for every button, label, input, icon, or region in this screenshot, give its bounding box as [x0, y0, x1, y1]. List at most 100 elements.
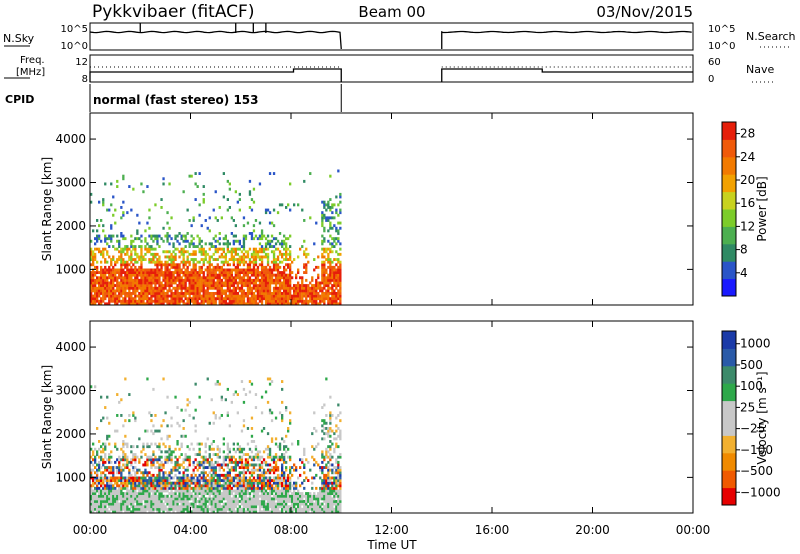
- data-cell: [339, 419, 342, 423]
- data-cell: [196, 273, 199, 277]
- data-cell: [108, 492, 111, 495]
- data-cell: [114, 489, 117, 493]
- data-cell: [110, 502, 113, 506]
- data-cell: [152, 239, 155, 243]
- data-cell: [192, 486, 195, 490]
- data-cell: [164, 260, 167, 264]
- data-cell: [166, 481, 169, 485]
- data-cell: [270, 502, 274, 506]
- data-cell: [293, 494, 296, 498]
- data-cell: [106, 260, 109, 264]
- data-cell: [130, 258, 133, 261]
- data-cell: [244, 393, 248, 396]
- data-cell: [192, 481, 195, 485]
- data-cell: [297, 500, 300, 503]
- data-cell: [132, 486, 135, 490]
- data-cell: [140, 505, 143, 509]
- data-cell: [260, 250, 264, 254]
- data-cell: [285, 505, 288, 509]
- data-cell: [250, 507, 254, 511]
- data-cell: [136, 445, 139, 449]
- data-cell: [138, 460, 141, 464]
- data-cell: [339, 486, 342, 490]
- data-cell: [333, 289, 336, 293]
- data-cell: [166, 484, 169, 488]
- data-cell: [112, 289, 115, 293]
- data-cell: [234, 510, 237, 514]
- data-cell: [148, 481, 151, 485]
- data-cell: [100, 273, 103, 277]
- data-cell: [164, 234, 167, 238]
- data-cell: [202, 263, 205, 267]
- data-cell: [260, 473, 264, 477]
- data-cell: [335, 278, 338, 282]
- data-cell: [323, 276, 326, 280]
- data-cell: [242, 473, 246, 477]
- data-cell: [214, 497, 217, 501]
- data-cell: [106, 458, 109, 462]
- data-cell: [92, 468, 95, 472]
- data-cell: [323, 226, 326, 230]
- data-cell: [184, 481, 187, 485]
- data-cell: [146, 492, 149, 495]
- data-cell: [180, 284, 183, 287]
- data-cell: [162, 297, 165, 301]
- data-cell: [250, 260, 254, 264]
- data-cell: [228, 500, 231, 503]
- data-cell: [222, 273, 225, 277]
- data-cell: [202, 492, 205, 495]
- data-cell: [212, 468, 215, 472]
- data-cell: [339, 263, 342, 267]
- data-cell: [190, 234, 193, 238]
- data-cell: [126, 276, 129, 280]
- data-cell: [305, 247, 308, 251]
- data-cell: [120, 289, 123, 293]
- data-cell: [248, 505, 252, 509]
- data-cell: [234, 468, 237, 472]
- data-cell: [148, 505, 151, 509]
- data-cell: [172, 263, 175, 267]
- data-cell: [168, 255, 171, 259]
- data-cell: [266, 286, 270, 290]
- data-cell: [98, 302, 101, 306]
- data-cell: [319, 507, 322, 511]
- data-cell: [190, 242, 193, 246]
- data-cell: [278, 265, 282, 269]
- data-cell: [276, 286, 280, 290]
- data-cell: [180, 505, 183, 509]
- data-cell: [329, 281, 332, 285]
- data-cell: [268, 450, 272, 454]
- data-cell: [116, 510, 119, 514]
- data-cell: [230, 292, 233, 295]
- data-cell: [252, 507, 256, 511]
- data-cell: [268, 271, 272, 274]
- data-cell: [293, 489, 296, 493]
- data-cell: [329, 494, 332, 498]
- data-cell: [283, 234, 286, 238]
- data-cell: [182, 299, 185, 303]
- data-cell: [108, 505, 111, 509]
- data-cell: [323, 294, 326, 298]
- data-cell: [297, 440, 300, 443]
- data-cell: [136, 476, 139, 480]
- data-cell: [202, 455, 205, 459]
- data-cell: [152, 252, 155, 256]
- data-cell: [268, 276, 272, 280]
- data-cell: [210, 492, 213, 495]
- data-cell: [158, 463, 161, 467]
- data-cell: [154, 237, 157, 241]
- data-cell: [198, 294, 201, 298]
- data-cell: [281, 500, 284, 503]
- data-cell: [311, 481, 314, 485]
- station-title: Pykkvibaer (fitACF): [92, 2, 254, 22]
- data-cell: [289, 265, 292, 269]
- data-cell: [140, 500, 143, 503]
- data-cell: [293, 500, 296, 503]
- data-cell: [140, 271, 143, 274]
- data-cell: [140, 260, 143, 264]
- data-cell: [222, 247, 225, 251]
- data-cell: [144, 278, 147, 282]
- data-cell: [200, 510, 203, 514]
- data-cell: [94, 466, 97, 469]
- data-cell: [270, 294, 274, 298]
